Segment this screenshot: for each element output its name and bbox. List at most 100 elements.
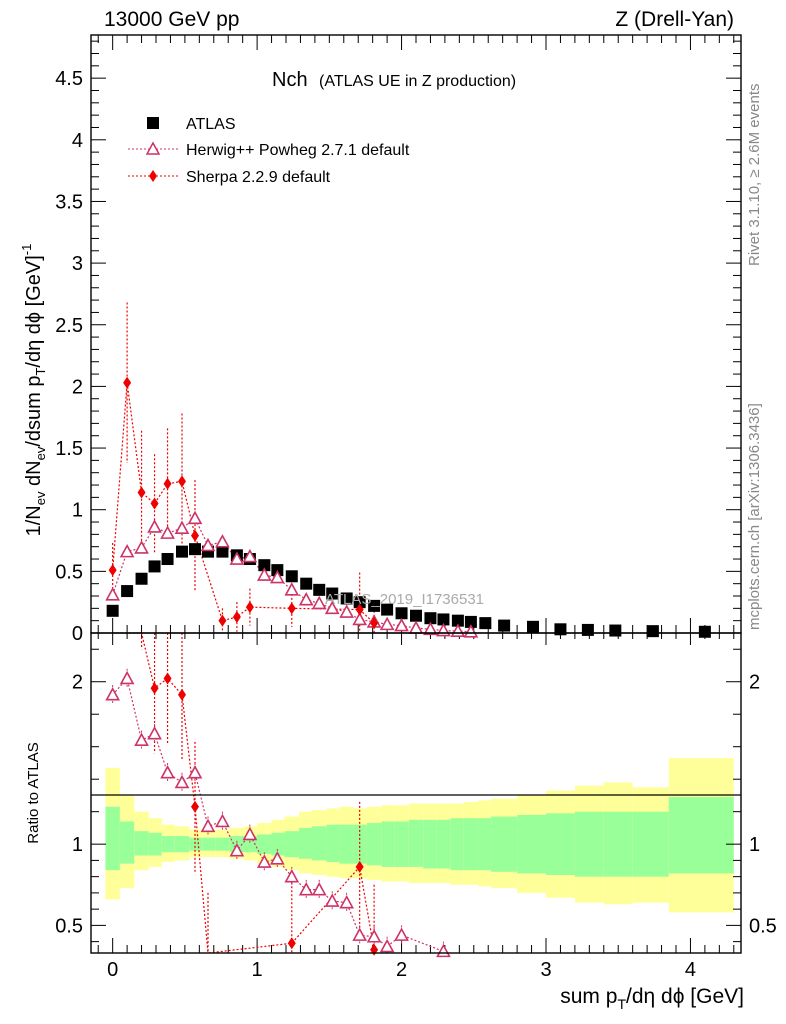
- ratio-sherpa-point: [178, 688, 186, 701]
- ratio-sherpa-point: [150, 682, 159, 695]
- green-band-bin: [436, 819, 451, 869]
- atlas-point: [258, 559, 271, 572]
- ratio-y-tick-label: 0.5: [55, 915, 83, 937]
- ratio-herwig-point: [174, 774, 190, 789]
- atlas-point: [646, 625, 659, 638]
- green-band-bin: [517, 814, 546, 874]
- green-band-bin: [353, 824, 367, 864]
- ratio-herwig-point: [134, 732, 149, 747]
- legend-atlas-marker: [147, 117, 159, 129]
- herwig-point: [147, 519, 162, 533]
- herwig-point: [352, 611, 368, 626]
- green-band-bin: [148, 832, 162, 856]
- green-band-bin: [366, 823, 382, 866]
- sherpa-point: [232, 610, 241, 623]
- y-tick-label: 4.5: [55, 68, 83, 90]
- herwig-point: [324, 600, 340, 615]
- herwig-point: [119, 543, 135, 558]
- green-band-bin: [326, 824, 340, 863]
- ratio-sherpa-point: [355, 860, 364, 873]
- herwig-point: [200, 537, 216, 552]
- ratio-herwig-point: [242, 826, 258, 841]
- legend-sherpa-marker: [149, 170, 157, 182]
- ratio-uncertainty-bands: [105, 758, 734, 913]
- y-tick-label: 1: [72, 500, 83, 522]
- herwig-point: [408, 620, 424, 634]
- ratio-herwig-point: [366, 929, 382, 943]
- x-tick-label: 3: [540, 959, 551, 981]
- x-tick-label: 0: [107, 959, 118, 981]
- green-band-bin: [284, 831, 299, 858]
- ratio-y-axis-label: Ratio to ATLAS: [25, 742, 42, 843]
- ratio-herwig-point: [284, 868, 300, 883]
- y-tick-label: 1.5: [55, 438, 83, 460]
- green-band-bin: [603, 811, 633, 877]
- herwig-line: [112, 517, 471, 633]
- ratio-herwig-point: [436, 943, 451, 958]
- atlas-point: [527, 620, 539, 633]
- herwig-point: [394, 617, 409, 632]
- green-band-bin: [105, 806, 120, 871]
- ratio-y-tick-label-right: 2: [749, 672, 760, 694]
- atlas-point: [498, 619, 511, 632]
- ratio-y-tick-label: 1: [72, 834, 83, 856]
- ratio-y-tick-label-right: 0.5: [749, 915, 777, 937]
- ratio-herwig-point: [200, 818, 216, 833]
- legend: ATLAS Herwig++ Powheg 2.7.1 default Sher…: [128, 116, 410, 186]
- ratio-herwig-point: [298, 881, 314, 896]
- atlas-point: [121, 585, 134, 598]
- green-band-bin: [574, 811, 604, 877]
- herwig-point: [134, 540, 149, 554]
- green-band-bin: [271, 832, 285, 856]
- ratio-herwig-point: [215, 813, 230, 828]
- y-tick-label: 4: [72, 130, 83, 152]
- herwig-point: [284, 582, 300, 596]
- ratio-herwig-point: [256, 854, 272, 868]
- y-axis-label: 1/Nev dNev/dsum pT/dη dϕ [GeV]-1: [19, 244, 48, 537]
- green-band-bin: [450, 818, 464, 871]
- ratio-herwig-point: [119, 670, 135, 685]
- atlas-point: [368, 599, 381, 612]
- ratio-herwig-point: [147, 726, 162, 740]
- atlas-point: [424, 612, 437, 625]
- sherpa-point: [163, 477, 172, 490]
- ratio-sherpa-point: [370, 943, 379, 956]
- plot-title: Nch: [272, 69, 308, 91]
- green-band-bin: [463, 818, 479, 871]
- atlas-point: [106, 604, 119, 617]
- atlas-point: [340, 592, 353, 605]
- green-band-bin: [339, 824, 354, 864]
- herwig-point: [311, 595, 327, 610]
- green-band-bin: [423, 819, 437, 869]
- green-band-bin: [632, 811, 669, 877]
- ratio-y-tick-label: 2: [72, 672, 83, 694]
- green-band-bin: [134, 831, 149, 856]
- herwig-point: [379, 616, 395, 631]
- ratio-sherpa-point: [191, 800, 199, 813]
- sherpa-point: [287, 602, 296, 615]
- green-band-bin: [668, 797, 734, 874]
- sherpa-point: [191, 529, 199, 542]
- herwig-point: [105, 587, 121, 601]
- legend-atlas-label: ATLAS: [186, 116, 236, 133]
- atlas-point: [161, 553, 174, 566]
- atlas-point: [451, 614, 464, 627]
- ratio-herwig-point: [229, 842, 245, 857]
- ratio-herwig-point: [339, 894, 355, 909]
- green-band-bin: [312, 826, 327, 861]
- ratio-herwig-point: [311, 881, 327, 896]
- sherpa-point: [370, 617, 379, 630]
- ratio-herwig-point: [187, 765, 203, 779]
- y-tick-label: 3: [72, 253, 83, 275]
- atlas-point: [148, 560, 161, 573]
- atlas-point: [326, 587, 339, 600]
- atlas-point: [464, 615, 477, 628]
- ratio-panel-ticks: 0 1 2 3 4 0.5 0.5 1 1 2 2: [55, 633, 777, 981]
- atlas-point: [381, 603, 394, 616]
- herwig-point: [298, 592, 314, 606]
- ratio-sherpa-point: [287, 937, 296, 950]
- ratio-herwig-point: [394, 927, 409, 941]
- green-band-bin: [546, 813, 575, 876]
- legend-herwig-label: Herwig++ Powheg 2.7.1 default: [186, 142, 410, 159]
